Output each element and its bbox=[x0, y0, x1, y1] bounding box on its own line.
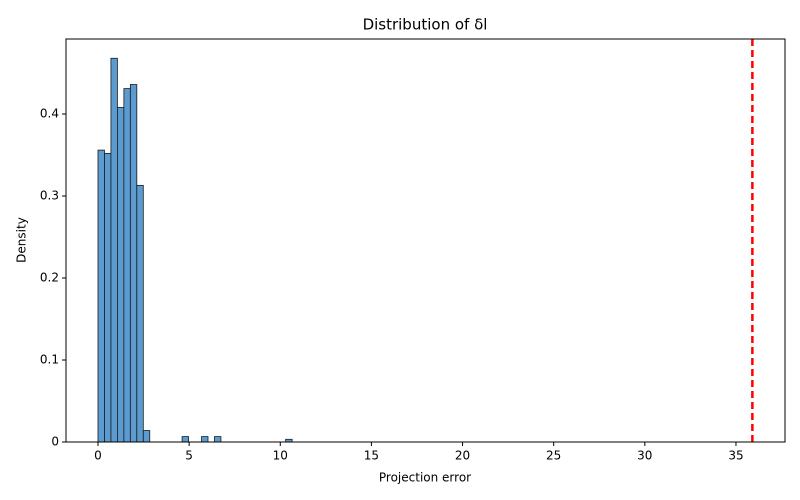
bar bbox=[110, 57, 118, 443]
x-tick-label: 35 bbox=[728, 449, 743, 463]
bar bbox=[136, 184, 144, 443]
plot-frame bbox=[65, 38, 786, 443]
y-axis-label: Density bbox=[15, 217, 29, 263]
x-tick-label: 25 bbox=[546, 449, 561, 463]
y-tick-label: 0.4 bbox=[40, 107, 59, 121]
x-tick-label: 5 bbox=[185, 449, 193, 463]
x-tick-label: 0 bbox=[94, 449, 102, 463]
x-tick-label: 30 bbox=[637, 449, 652, 463]
x-tick-label: 20 bbox=[455, 449, 470, 463]
bar bbox=[201, 436, 209, 443]
bar bbox=[181, 436, 189, 443]
bar bbox=[214, 436, 222, 443]
y-tick-label: 0.2 bbox=[40, 271, 59, 285]
bar bbox=[142, 430, 151, 443]
y-tick-label: 0.3 bbox=[40, 189, 59, 203]
y-tick-label: 0.1 bbox=[40, 353, 59, 367]
x-tick-label: 15 bbox=[364, 449, 379, 463]
chart-title: Distribution of δl bbox=[363, 16, 488, 34]
bar bbox=[129, 84, 138, 443]
bar bbox=[123, 88, 131, 443]
bar bbox=[104, 152, 112, 443]
x-tick-label: 10 bbox=[273, 449, 288, 463]
x-axis-label: Projection error bbox=[379, 471, 471, 485]
bar bbox=[117, 107, 125, 443]
y-tick-label: 0 bbox=[51, 435, 59, 449]
bar bbox=[97, 149, 105, 443]
